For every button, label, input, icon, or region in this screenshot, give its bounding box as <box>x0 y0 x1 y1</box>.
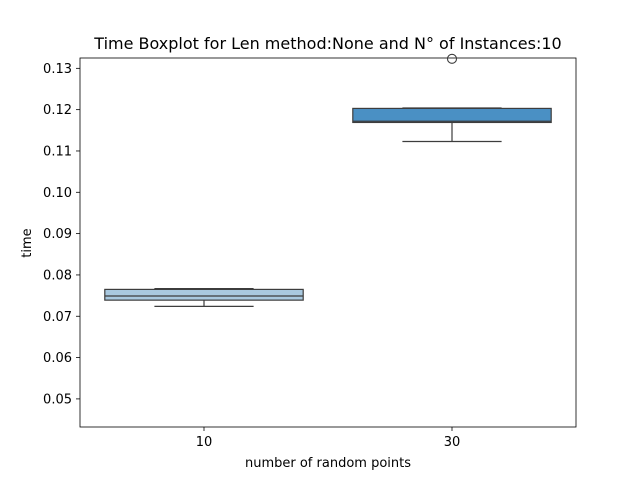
y-tick-label: 0.07 <box>43 310 72 325</box>
chart-title: Time Boxplot for Len method:None and N° … <box>93 34 561 53</box>
x-tick-label: 10 <box>196 435 213 450</box>
box-iqr <box>352 107 552 124</box>
plot-area <box>79 57 577 428</box>
x-axis-label: number of random points <box>245 456 411 471</box>
y-tick-label: 0.10 <box>43 186 72 201</box>
outlier-point <box>446 53 458 64</box>
y-tick-label: 0.05 <box>43 392 72 407</box>
x-axis: 10 30 <box>196 427 461 450</box>
y-axis-label: time <box>20 228 35 257</box>
y-tick-label: 0.12 <box>43 103 72 118</box>
y-tick-label: 0.06 <box>43 351 72 366</box>
box-group-30 <box>352 53 552 143</box>
y-axis: 0.05 0.06 0.07 0.08 0.09 0.10 0.11 0.12 0.13 <box>43 62 80 407</box>
x-tick-label: 30 <box>444 435 461 450</box>
box-iqr <box>104 288 304 301</box>
boxes <box>104 53 552 307</box>
y-tick-label: 0.11 <box>43 144 72 159</box>
y-tick-label: 0.09 <box>43 227 72 242</box>
y-tick-label: 0.08 <box>43 268 72 283</box>
y-tick-label: 0.13 <box>43 62 72 77</box>
box-group-10 <box>104 287 304 307</box>
